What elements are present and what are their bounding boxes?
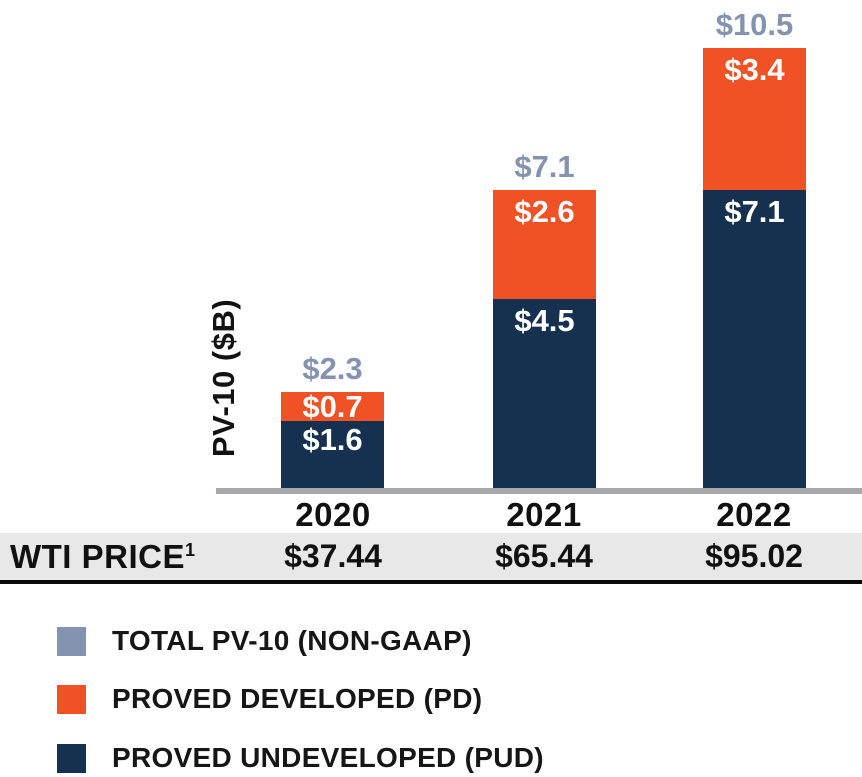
segment-pud-label: $7.1 [724,194,785,230]
segment-pd-label: $3.4 [724,51,785,87]
x-axis-line [216,488,862,494]
legend-label: PROVED UNDEVELOPED (PUD) [112,742,544,773]
year-label-2020: 2020 [295,496,371,533]
year-label-2022: 2022 [716,496,792,533]
segment-pd: $0.7 [281,388,384,424]
segment-pd-label: $2.6 [514,194,575,230]
wti-footnote-marker: 1 [185,540,196,560]
wti-value-2020: $37.44 [284,538,382,574]
y-axis-label: PV-10 ($B) [206,298,241,458]
bar-group-2022: $10.5 $3.4 $7.1 [703,6,806,488]
legend-label: TOTAL PV-10 (NON-GAAP) [112,625,472,656]
year-label-2021: 2021 [506,496,582,533]
segment-pud: $4.5 [493,299,596,488]
wti-value-2022: $95.02 [705,538,803,574]
segment-pud-label: $4.5 [514,303,575,339]
bar-group-2020: $2.3 $0.7 $1.6 [281,350,384,488]
legend-label: PROVED DEVELOPED (PD) [112,683,483,714]
chart-area: PV-10 ($B) $2.3 $0.7 $1.6 $7.1 $2.6 $4.5… [206,6,862,494]
legend-item-total-pv10: TOTAL PV-10 (NON-GAAP) [57,625,472,657]
segment-pd-label: $0.7 [302,388,363,424]
wti-price-row-label: WTI PRICE1 [10,533,196,580]
segment-pud: $7.1 [703,190,806,488]
segment-pud: $1.6 [281,420,384,488]
segment-pd: $3.4 [703,47,806,191]
segment-pud-label: $1.6 [302,421,363,457]
total-label: $2.3 [302,350,363,386]
bar-group-2021: $7.1 $2.6 $4.5 [493,150,596,488]
total-label: $7.1 [514,149,575,185]
legend-swatch [57,743,86,773]
total-label: $10.5 [715,6,794,42]
legend-item-proved-developed: PROVED DEVELOPED (PD) [57,683,482,715]
legend-swatch [57,684,86,714]
wti-value-2021: $65.44 [495,538,593,574]
wti-price-row: WTI PRICE1 $37.44 $65.44 $95.02 [0,533,862,584]
segment-pd: $2.6 [493,190,596,300]
legend-swatch [57,626,86,656]
legend-item-proved-undeveloped: PROVED UNDEVELOPED (PUD) [57,742,544,774]
wti-price-text: WTI PRICE [10,538,185,575]
